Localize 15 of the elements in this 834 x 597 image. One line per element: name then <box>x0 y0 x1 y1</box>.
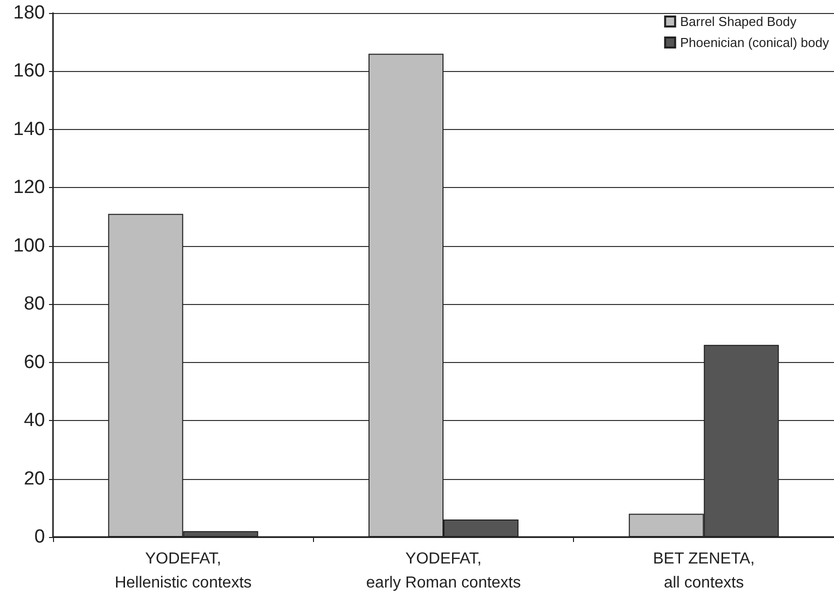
y-tick-label: 0 <box>34 526 45 548</box>
x-tick-label: BET ZENETA, all contexts <box>653 550 755 592</box>
x-tick-label: YODEFAT, Hellenistic contexts <box>114 550 252 592</box>
y-tick-label: 100 <box>13 235 45 256</box>
y-tick-label: 120 <box>13 177 45 198</box>
y-tick-label: 140 <box>13 118 45 140</box>
y-tick-label: 60 <box>24 352 45 373</box>
y-tick-label: 180 <box>13 2 45 24</box>
y-tick-label: 80 <box>24 294 45 315</box>
y-tick-label: 160 <box>13 60 45 82</box>
x-tick-label: YODEFAT, early Roman contexts <box>366 550 521 592</box>
y-tick-label: 20 <box>24 468 45 490</box>
y-tick-label: 40 <box>24 410 45 432</box>
legend-label: Phoenician (conical) body <box>680 35 830 50</box>
legend-label: Barrel Shaped Body <box>680 14 797 29</box>
